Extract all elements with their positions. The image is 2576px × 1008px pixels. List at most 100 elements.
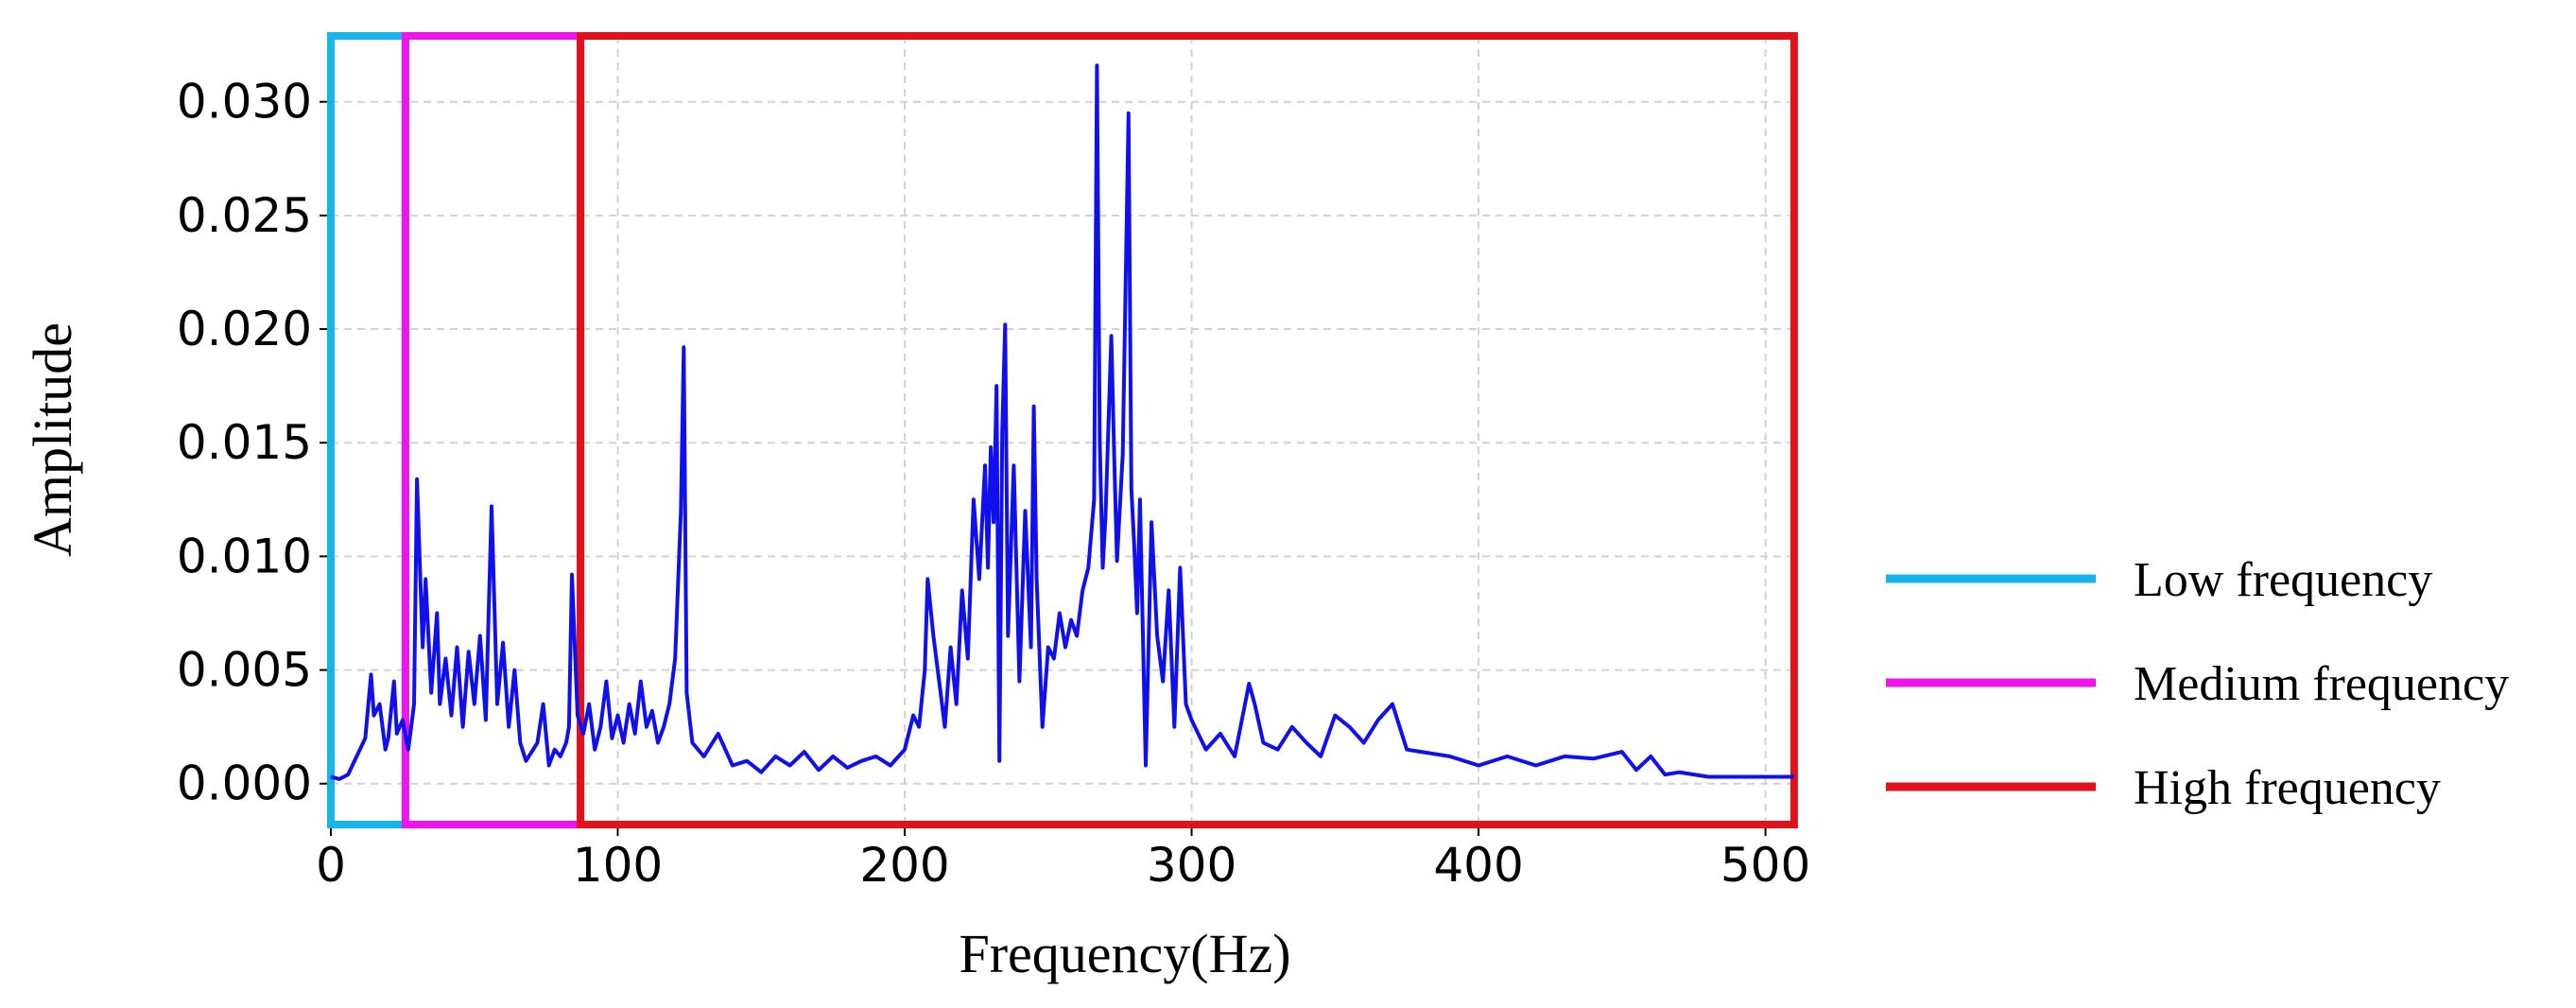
legend: Low frequency Medium frequency High freque… <box>1886 553 2509 815</box>
data-point <box>657 741 660 744</box>
data-point <box>347 773 350 776</box>
data-point <box>508 725 510 728</box>
data-point <box>559 755 562 757</box>
data-point <box>1305 741 1307 744</box>
data-point <box>943 725 946 728</box>
data-point <box>570 573 573 576</box>
data-point <box>1101 566 1104 569</box>
data-point <box>599 725 602 728</box>
data-point <box>1127 112 1130 114</box>
y-tick-label: 0.025 <box>177 188 312 243</box>
data-point <box>702 755 705 757</box>
data-point <box>582 732 585 735</box>
data-point <box>1150 521 1153 524</box>
data-point <box>817 769 820 772</box>
data-point <box>663 725 666 728</box>
data-point <box>395 732 398 735</box>
data-point <box>1007 634 1010 637</box>
data-point <box>966 657 969 660</box>
data-point <box>456 646 458 649</box>
data-point <box>473 703 475 705</box>
data-point <box>530 751 533 754</box>
data-point <box>926 578 929 581</box>
data-point <box>536 741 539 744</box>
data-point <box>1032 405 1035 408</box>
data-point <box>993 521 995 524</box>
data-point <box>422 646 424 649</box>
data-point <box>691 741 694 744</box>
data-point <box>1104 514 1107 517</box>
data-point <box>1064 646 1067 649</box>
data-point <box>912 714 915 717</box>
data-point <box>645 725 648 728</box>
data-point <box>355 755 358 757</box>
data-point <box>1093 498 1096 501</box>
data-point <box>1253 703 1256 705</box>
x-tick-label: 400 <box>1433 838 1523 893</box>
data-point <box>1234 755 1236 757</box>
data-point <box>1135 612 1138 615</box>
data-point <box>513 669 516 671</box>
data-point <box>1115 560 1118 563</box>
y-tick-label: 0.030 <box>177 75 312 130</box>
data-point <box>616 714 619 717</box>
data-point <box>594 748 596 751</box>
data-point <box>904 748 907 751</box>
data-point <box>1204 748 1207 751</box>
data-point <box>1534 764 1537 767</box>
data-point <box>1162 680 1165 683</box>
series-line <box>330 63 1794 781</box>
data-point <box>1179 566 1182 569</box>
data-point <box>1012 464 1015 467</box>
x-axis-label: Frequency(Hz) <box>959 923 1290 984</box>
data-point <box>605 680 608 683</box>
data-point <box>1376 719 1379 721</box>
data-point <box>1138 498 1141 501</box>
data-point <box>1792 775 1795 778</box>
y-tick-label: 0.010 <box>177 529 312 583</box>
data-point <box>995 385 998 388</box>
y-tick-label: 0.015 <box>177 415 312 470</box>
data-point <box>874 755 877 757</box>
data-point <box>487 612 490 615</box>
data-point <box>577 714 579 717</box>
data-point <box>889 764 891 767</box>
data-point <box>502 641 505 644</box>
data-point <box>1478 764 1480 767</box>
data-point <box>1130 487 1132 490</box>
data-point <box>1334 714 1337 717</box>
data-point <box>998 759 1001 762</box>
y-axis-label: Amplitude <box>22 322 83 557</box>
data-point <box>1024 510 1027 513</box>
grid <box>330 36 1800 825</box>
data-point <box>1087 566 1090 569</box>
data-point <box>467 651 470 653</box>
data-point <box>1167 589 1170 592</box>
y-tick-label: 0.005 <box>177 643 312 698</box>
data-point <box>1634 769 1637 772</box>
data-point <box>949 646 952 649</box>
data-point <box>774 755 777 757</box>
data-point <box>1058 612 1061 615</box>
data-point <box>384 748 387 751</box>
frequency-bands <box>327 32 1798 828</box>
data-point <box>760 771 763 773</box>
data-point <box>413 703 416 705</box>
data-point <box>424 578 427 581</box>
data-points <box>330 64 1796 781</box>
data-point <box>955 703 958 705</box>
x-tick-label: 300 <box>1147 838 1236 893</box>
data-point <box>1029 646 1032 649</box>
data-point <box>364 737 367 739</box>
data-point <box>372 714 375 717</box>
data-point <box>832 755 835 757</box>
data-point <box>1348 725 1351 728</box>
data-point <box>525 759 527 762</box>
data-point <box>1156 634 1159 637</box>
data-point <box>977 578 980 581</box>
data-point <box>567 725 570 728</box>
data-point <box>478 634 481 637</box>
data-point <box>1320 755 1323 757</box>
data-point <box>1041 725 1044 728</box>
